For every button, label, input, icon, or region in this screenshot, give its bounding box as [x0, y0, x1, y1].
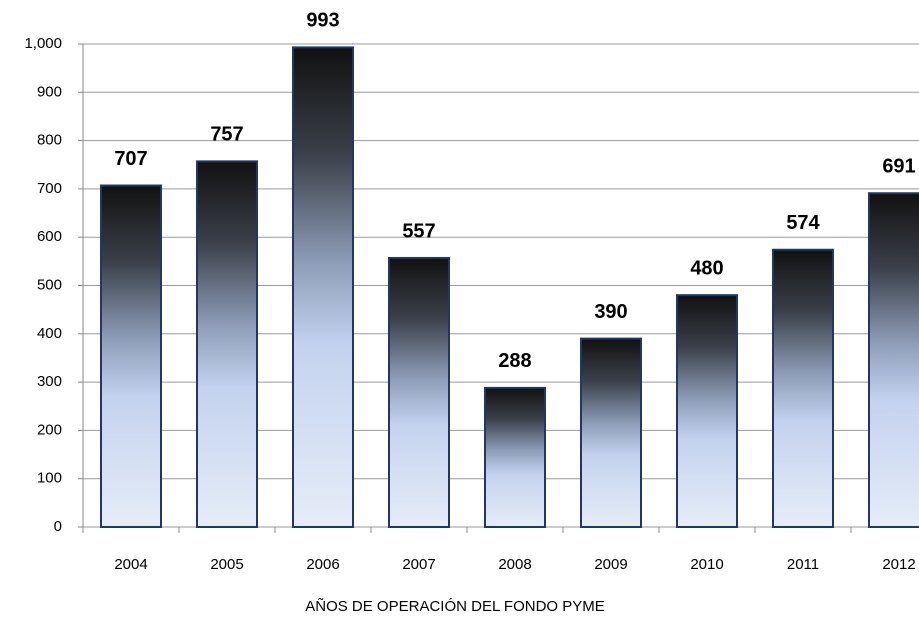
bar: [388, 256, 450, 528]
value-label: 691: [882, 156, 915, 178]
bar: [580, 337, 642, 528]
value-label: 993: [306, 10, 339, 32]
y-tick-label: 100: [37, 470, 62, 487]
y-tick-label: 200: [37, 421, 62, 438]
x-tick-label: 2010: [690, 556, 723, 573]
value-label: 574: [786, 212, 820, 234]
y-tick-label: 0: [54, 518, 62, 535]
x-tick-label: 2006: [306, 556, 339, 573]
value-label: 757: [210, 124, 243, 146]
bar: [676, 294, 738, 528]
x-axis-label: AÑOS DE OPERACIÓN DEL FONDO PYME: [305, 598, 605, 615]
bar: [196, 160, 258, 529]
bar: [868, 192, 919, 528]
y-tick-label: 600: [37, 228, 62, 245]
value-label: 557: [402, 220, 435, 242]
value-label: 707: [114, 148, 147, 170]
y-tick-label: 400: [37, 325, 62, 342]
y-tick-label: 700: [37, 180, 62, 197]
x-tick-label: 2012: [882, 556, 915, 573]
value-label: 288: [498, 350, 531, 372]
y-tick-label: 900: [37, 83, 62, 100]
y-tick-label: 300: [37, 373, 62, 390]
y-tick-label: 1,000: [24, 35, 62, 52]
bar: [292, 46, 354, 528]
bar: [100, 184, 162, 528]
bar: [484, 386, 546, 528]
value-label: 390: [594, 301, 627, 323]
x-tick-label: 2005: [210, 556, 243, 573]
value-label: 480: [690, 257, 723, 279]
bar: [772, 248, 834, 528]
x-tick-label: 2007: [402, 556, 435, 573]
y-tick-label: 500: [37, 276, 62, 293]
x-tick-label: 2008: [498, 556, 531, 573]
x-tick-label: 2011: [787, 556, 819, 573]
x-tick-label: 2004: [114, 556, 147, 573]
x-tick-label: 2009: [594, 556, 627, 573]
y-tick-label: 800: [37, 132, 62, 149]
